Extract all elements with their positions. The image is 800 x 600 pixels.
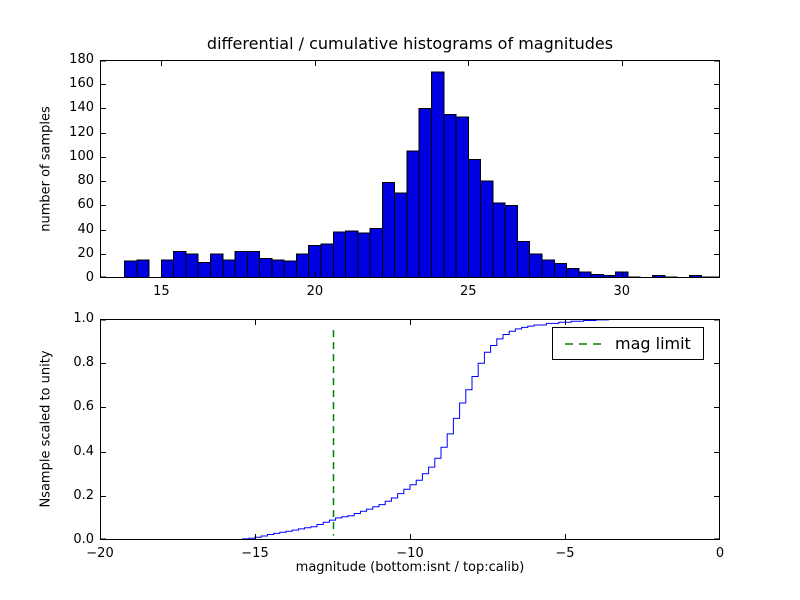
ytick-label: 0.8 xyxy=(73,355,94,371)
histogram-bar xyxy=(492,202,506,278)
x-axis-label: magnitude (bottom:isnt / top:calib) xyxy=(295,560,525,575)
cumulative-plot xyxy=(100,319,720,540)
xtick-label: 20 xyxy=(306,284,324,299)
bottom-y-axis-label: Nsample scaled to unity xyxy=(38,350,54,508)
histogram-bar xyxy=(124,260,138,278)
xtick-label: 0 xyxy=(715,546,725,561)
histogram-bar xyxy=(394,192,408,278)
ytick-label: 0.4 xyxy=(73,443,94,459)
legend: mag limit xyxy=(552,327,704,360)
histogram-bar xyxy=(566,267,580,278)
histogram-bar xyxy=(222,259,236,278)
histogram-bar xyxy=(210,253,224,278)
histogram-bar xyxy=(332,231,347,278)
ytick-label: 0.2 xyxy=(73,487,94,503)
histogram-bar xyxy=(160,259,175,278)
legend-dashed-line-sample xyxy=(565,342,603,345)
xtick-label: 30 xyxy=(613,284,631,299)
ytick-label: 60 xyxy=(77,197,94,213)
ytick-label: 180 xyxy=(69,52,94,67)
histogram-bar xyxy=(320,243,334,278)
ytick-label: 140 xyxy=(69,100,94,116)
xtick-label: −20 xyxy=(86,546,114,561)
cumulative-curve xyxy=(236,319,720,540)
legend-label: mag limit xyxy=(615,334,691,353)
histogram-bar xyxy=(173,250,187,278)
histogram-bar xyxy=(283,260,297,278)
ytick-label: 80 xyxy=(77,173,94,189)
histogram-bar xyxy=(295,253,310,278)
histogram-bar xyxy=(345,230,359,278)
ytick-label: 100 xyxy=(69,148,94,164)
chart-title: differential / cumulative histograms of … xyxy=(206,34,614,53)
histogram-bar xyxy=(480,180,494,278)
histogram-bar xyxy=(185,253,199,278)
histogram-bar xyxy=(381,181,396,278)
xtick-label: −5 xyxy=(555,546,575,561)
histogram-bar xyxy=(234,250,248,278)
histogram-bar xyxy=(504,204,518,278)
histogram-bar xyxy=(271,259,285,278)
histogram-bar xyxy=(553,263,568,278)
histogram-bar xyxy=(455,116,469,278)
histogram-bar xyxy=(516,241,531,278)
ytick-label: 20 xyxy=(77,245,94,261)
ytick-label: 1.0 xyxy=(73,311,94,326)
histogram-bar xyxy=(529,253,543,278)
ytick-label: 0 xyxy=(85,270,94,285)
xtick-label: −15 xyxy=(241,546,269,561)
histogram-bar xyxy=(308,244,322,278)
histogram-bar xyxy=(259,258,273,278)
ytick-label: 40 xyxy=(77,221,94,237)
histogram-bar xyxy=(443,114,457,278)
histogram-bar xyxy=(418,107,433,278)
histogram-bar xyxy=(541,259,555,278)
xtick-label: −10 xyxy=(396,546,424,561)
histogram-bar xyxy=(467,158,482,278)
histogram-plot xyxy=(100,60,720,278)
ytick-label: 120 xyxy=(69,124,94,140)
histogram-bar xyxy=(136,259,150,278)
histogram-bar xyxy=(246,250,261,278)
ytick-label: 0.0 xyxy=(73,532,94,547)
histogram-bar xyxy=(431,71,445,278)
histogram-bar xyxy=(357,232,371,278)
histogram-bar xyxy=(197,261,211,278)
ytick-label: 0.6 xyxy=(73,399,94,415)
histogram-bar xyxy=(369,227,383,278)
ytick-label: 160 xyxy=(69,76,94,92)
xtick-label: 25 xyxy=(460,284,477,299)
xtick-label: 15 xyxy=(153,284,170,299)
histogram-bar xyxy=(406,150,420,278)
